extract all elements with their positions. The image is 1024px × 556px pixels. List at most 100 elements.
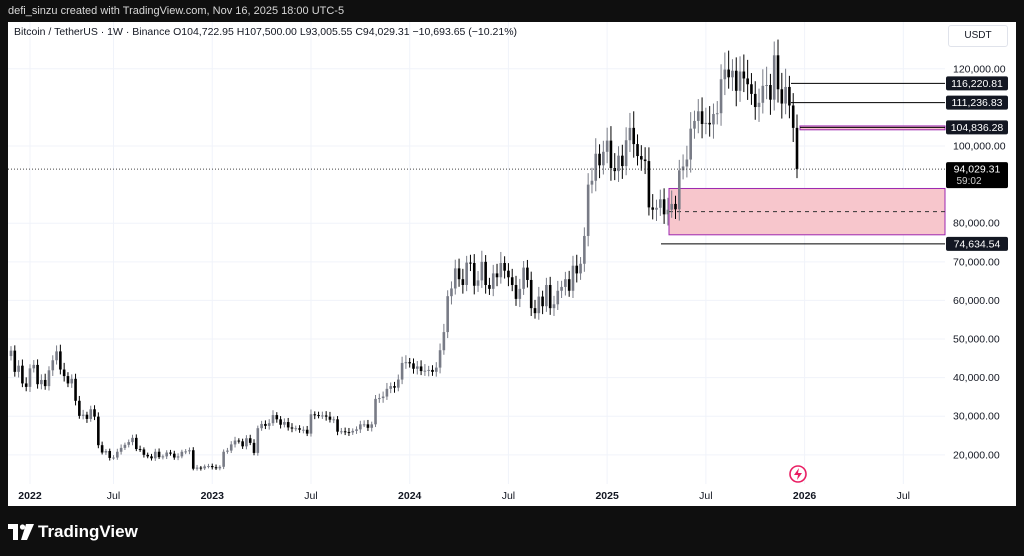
level-label: 111,236.83 [952,97,1003,109]
candlestick-chart[interactable]: 20,000.00 30,000.00 40,000.00 50,000.00 60,0… [8,22,1016,506]
candle [514,275,518,306]
candle [780,72,784,119]
candle [522,261,525,295]
candle [146,452,149,459]
credit-text: defi_sinzu created with TradingView.com,… [8,5,345,17]
candle [734,57,738,107]
candle-body [233,440,237,445]
candle [184,449,187,455]
tradingview-logo-icon [8,524,34,540]
candle-body [85,414,89,419]
candle-body [674,203,677,210]
chart-area[interactable]: 20,000.00 30,000.00 40,000.00 50,000.00 60,0… [8,22,1016,506]
candle-body [47,370,51,387]
candle-body [116,451,119,458]
candle [324,411,328,421]
candle-body [9,350,13,357]
candle-body [465,262,468,285]
candle-body [157,451,161,458]
candle [317,411,320,419]
last-price-tag [946,162,1008,189]
candle [176,453,180,461]
candle [9,346,13,361]
candle [161,454,165,460]
candle-body [131,437,134,443]
candle [753,81,757,120]
x-tick-label: Jul [699,490,712,502]
candle [397,374,400,392]
candle [795,114,799,179]
x-tick-label: Jul [897,490,910,502]
level-label: 104,836.28 [951,122,1004,134]
candle-body [97,416,100,446]
candle [693,110,696,139]
level-tag [946,120,1008,135]
candle [453,259,457,295]
candle-body [400,362,404,380]
candle [370,421,374,432]
candle [305,425,309,437]
candle [85,411,89,423]
candle [100,441,104,455]
candle [651,194,655,220]
candle-body [404,362,408,364]
candle [169,449,172,456]
candle-body [731,70,734,78]
candle [108,448,112,461]
candle-body [294,428,298,430]
candle [788,75,791,119]
candle [302,426,305,434]
candle [385,382,389,400]
candle [586,173,590,247]
candle-body [36,364,39,385]
candle-body [427,369,430,371]
candle [332,416,336,424]
ohlc-change: −10,693.65 (−10.21%) [412,26,518,38]
candle [605,127,609,164]
candle-body [507,270,510,278]
candle-body [165,452,168,457]
candle [670,190,673,218]
candle [66,372,70,388]
candle [419,360,423,376]
candle [135,434,138,452]
candle [560,280,563,299]
candle-body [419,366,423,372]
candle-body [176,456,180,458]
candle [340,427,343,435]
candle [643,147,647,175]
candle [632,111,636,158]
candle [427,365,430,377]
candle [393,381,396,393]
candle [279,416,282,429]
candle [696,99,700,134]
candle-body [594,153,598,181]
level-label: 74,634.54 [954,238,1001,250]
candle [78,395,81,419]
candle [723,52,727,96]
x-tick-label: 2025 [595,490,619,502]
candle-body [738,71,742,91]
top-credit-bar: defi_sinzu created with TradingView.com,… [0,0,1024,22]
candle [17,360,20,378]
candle-body [495,273,499,278]
candle-body [108,450,112,458]
candle-body [283,422,286,425]
y-tick-label: 30,000.00 [953,411,1000,423]
candle [503,256,506,279]
candle-body [643,159,647,162]
candle [647,147,651,216]
candle-body [583,235,586,264]
candle [13,345,17,377]
candle-body [70,378,74,384]
candle-body [81,414,85,416]
candle [742,54,746,93]
ohlc-high: H107,500.00 [236,26,297,38]
candle [191,447,195,471]
candle-body [575,265,579,274]
candle [408,357,411,368]
candle-body [677,170,681,210]
candle [438,343,442,374]
candle [74,373,77,406]
currency-selector[interactable]: USDT [948,25,1008,47]
